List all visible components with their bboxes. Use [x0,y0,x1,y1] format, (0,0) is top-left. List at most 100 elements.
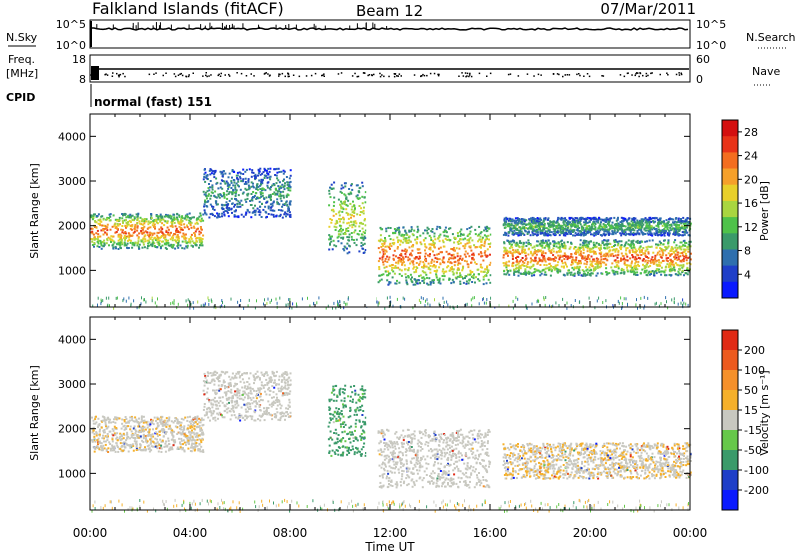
station-title: Falkland Islands (fitACF) [92,0,284,18]
echo-cell [594,268,597,270]
echo-cell [575,219,578,222]
nave-dot [322,74,324,76]
echo-cell [387,258,390,261]
echo-cell [605,252,608,255]
echo-cell [238,202,241,205]
echo-cell [142,237,145,240]
echo-cell [285,194,288,197]
echo-cell [582,249,585,251]
echo-cell [442,256,445,259]
echo-cell [562,254,565,257]
echo-cell [123,219,126,222]
echo-cell [586,245,589,248]
echo-cell [545,244,547,247]
echo-cell [125,221,128,224]
echo-cell [573,272,576,275]
echo-cell [392,232,395,235]
echo-cell [638,221,641,224]
echo-cell [610,217,613,220]
echo-cell [388,246,391,249]
echo-cell [191,240,194,243]
echo-cell [260,183,263,186]
echo-cell [431,265,434,268]
echo-cell [387,226,390,229]
echo-cell [542,223,545,226]
echo-cell [226,211,229,214]
echo-cell [267,207,270,210]
echo-cell [587,271,589,274]
echo-cell [631,254,634,256]
nave-dot [111,75,114,77]
echo-cell [250,216,253,219]
echo-cell [585,220,587,223]
echo-cell [453,249,456,252]
echo-cell [594,245,597,248]
freq-tick-bottom: 8 [79,73,86,86]
echo-cell [412,260,415,263]
echo-cell [669,259,672,261]
echo-cell [131,214,134,217]
echo-cell [537,249,540,251]
echo-cell [521,223,524,226]
nave-dot [383,75,385,78]
echo-cell [349,213,352,216]
echo-cell [663,239,666,242]
echo-cell [546,241,549,244]
echo-cell [334,229,337,231]
echo-cell [517,252,520,254]
echo-cell [484,250,487,253]
echo-cell [483,240,486,243]
nave-dot [208,75,210,77]
echo-cell [558,243,561,246]
echo-cell [284,182,286,185]
nave-dot [469,74,471,76]
nave-dot [588,75,591,78]
echo-cell [601,261,604,264]
echo-cell [637,257,640,259]
echo-cell [433,242,436,245]
echo-cell [228,199,231,202]
echo-cell [359,236,362,239]
echo-cell [395,261,398,264]
echo-cell [418,263,420,266]
echo-cell [586,227,589,230]
echo-cell [346,213,349,216]
echo-cell [248,168,251,171]
echo-cell [131,241,134,244]
echo-cell [506,249,508,252]
echo-cell [388,256,391,259]
echo-cell [533,225,536,228]
echo-cell [146,231,149,234]
nave-dot [678,74,681,76]
echo-cell [105,226,108,229]
echo-cell [343,203,346,206]
echo-cell [198,246,200,249]
nave-dot [413,74,416,76]
nave-dot [586,73,589,75]
echo-cell [570,253,573,255]
echo-cell [533,274,536,277]
echo-cell [288,207,290,210]
echo-cell [175,235,178,238]
echo-cell [448,227,450,230]
echo-cell [251,197,254,200]
echo-cell [231,170,234,173]
echo-cell [190,237,193,240]
echo-cell [665,259,668,262]
echo-cell [508,273,511,276]
echo-cell [270,213,273,216]
echo-cell [646,248,649,251]
echo-cell [530,272,533,275]
echo-cell [548,249,551,252]
echo-cell [230,208,233,211]
echo-cell [237,200,240,203]
echo-cell [579,252,582,255]
echo-cell [466,228,469,231]
nave-tick-bottom: 0 [696,73,703,86]
echo-cell [328,189,331,192]
echo-cell [511,233,514,236]
echo-cell [221,212,224,215]
echo-cell [188,217,191,219]
echo-cell [254,192,257,195]
echo-cell [450,254,453,257]
